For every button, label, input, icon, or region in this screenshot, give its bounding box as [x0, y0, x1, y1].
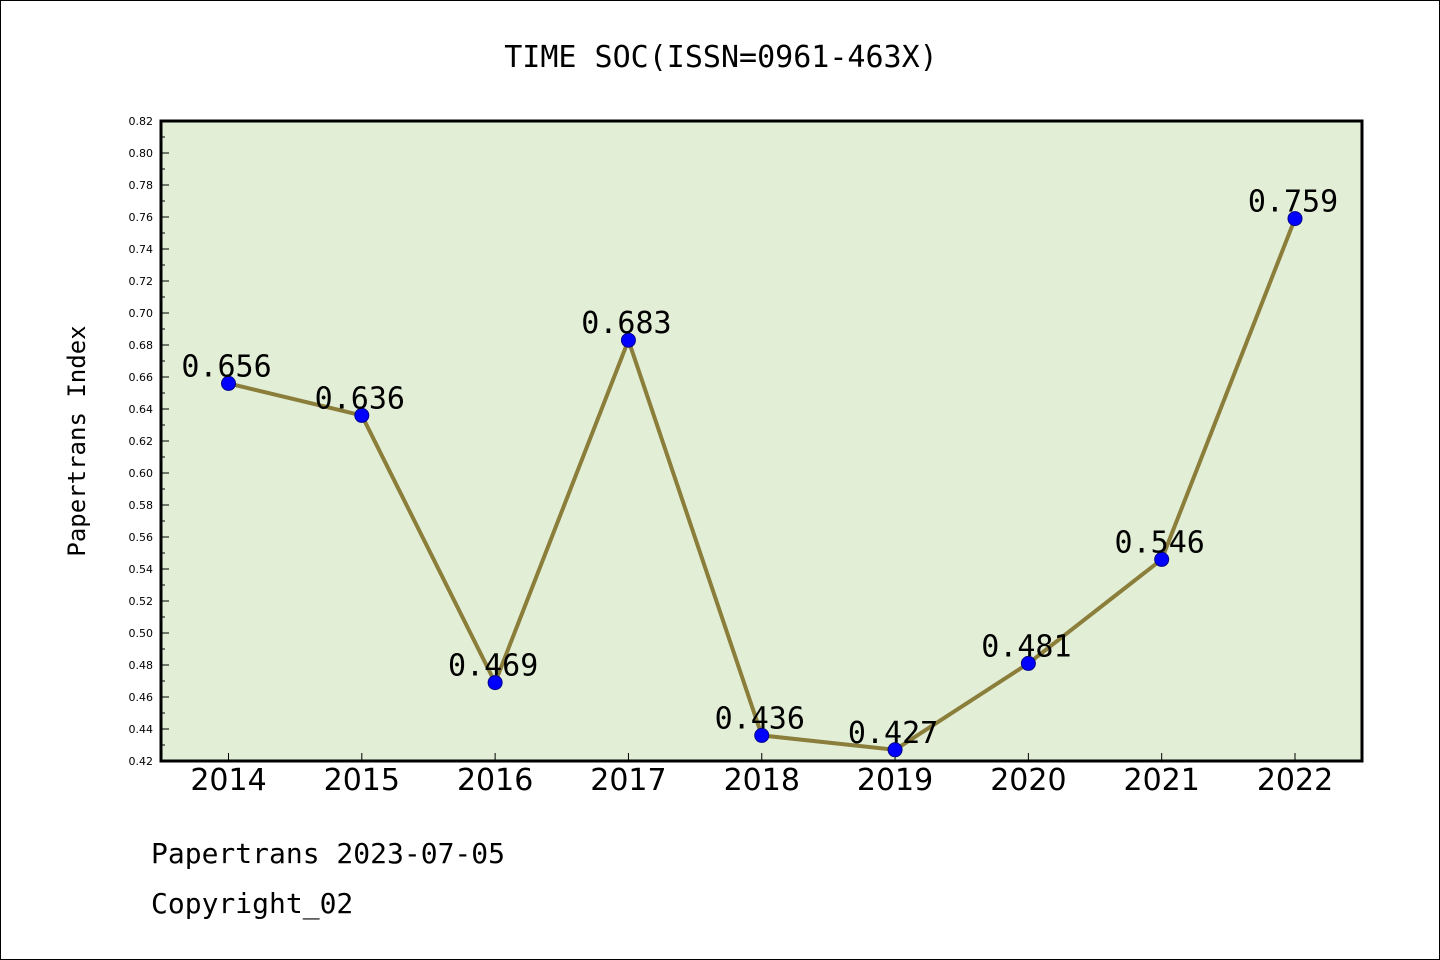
data-point-marker [354, 407, 370, 423]
footer-copyright-text: Copyright_02 [151, 887, 354, 920]
data-point-marker [1154, 551, 1170, 567]
y-tick-label: 0.44 [129, 723, 154, 736]
y-tick-label: 0.42 [129, 755, 154, 768]
data-point-marker [487, 675, 503, 691]
x-tick-label: 2022 [1257, 763, 1333, 798]
y-tick-label: 0.60 [129, 467, 154, 480]
y-tick-label: 0.64 [129, 403, 154, 416]
data-label: 0.683 [581, 306, 671, 341]
y-axis-label: Papertrans Index [63, 325, 91, 556]
y-axis: 0.42 0.44 0.46 0.48 0.50 0.52 0.54 0.56 0.58 0.60… [129, 115, 169, 768]
data-label: 0.427 [848, 716, 938, 751]
x-tick-label: 2018 [724, 763, 800, 798]
y-tick-label: 0.58 [129, 499, 154, 512]
y-tick-label: 0.76 [129, 211, 154, 224]
data-point-marker [221, 375, 236, 391]
y-tick-label: 0.50 [129, 627, 154, 640]
data-point-marker [887, 742, 903, 758]
y-tick-label: 0.74 [129, 243, 154, 256]
y-tick-label: 0.48 [129, 659, 154, 672]
x-tick-label: 2020 [990, 763, 1066, 798]
chart-title: TIME SOC(ISSN=0961-463X) [504, 40, 937, 75]
plot-area [159, 119, 1364, 763]
data-point-marker [1287, 211, 1303, 227]
y-tick-label: 0.82 [129, 115, 154, 128]
data-label: 0.546 [1115, 525, 1205, 560]
y-tick-label: 0.66 [129, 371, 154, 384]
data-label: 0.759 [1248, 185, 1338, 220]
y-tick-label: 0.72 [129, 275, 154, 288]
data-label: 0.436 [715, 701, 805, 736]
data-label: 0.469 [448, 649, 538, 684]
x-tick-label: 2019 [857, 763, 933, 798]
y-tick-label: 0.56 [129, 531, 154, 544]
x-tick-label: 2017 [590, 763, 666, 798]
data-point-marker [620, 332, 636, 348]
y-tick-label: 0.80 [129, 147, 154, 160]
data-label: 0.636 [315, 381, 405, 416]
y-tick-label: 0.68 [129, 339, 154, 352]
y-tick-label: 0.78 [129, 179, 154, 192]
y-tick-label: 0.70 [129, 307, 154, 320]
footer-date-text: Papertrans 2023-07-05 [151, 837, 506, 870]
data-label: 0.481 [981, 629, 1071, 664]
data-point-marker [754, 727, 770, 743]
x-tick-label: 2014 [190, 763, 266, 798]
x-axis: 2014 2015 2016 2017 2018 2019 2020 2021 2022 [190, 753, 1333, 798]
y-tick-label: 0.54 [129, 563, 154, 576]
data-point-marker [1020, 655, 1036, 671]
series-group: 0.656 0.636 0.469 0.683 0.436 0.427 0.481 0.546… [181, 185, 1338, 758]
y-tick-label: 0.52 [129, 595, 154, 608]
x-tick-label: 2021 [1124, 763, 1200, 798]
data-label: 0.656 [181, 349, 271, 384]
y-tick-label: 0.46 [129, 691, 154, 704]
x-tick-label: 2016 [457, 763, 533, 798]
y-tick-label: 0.62 [129, 435, 154, 448]
x-tick-label: 2015 [324, 763, 400, 798]
